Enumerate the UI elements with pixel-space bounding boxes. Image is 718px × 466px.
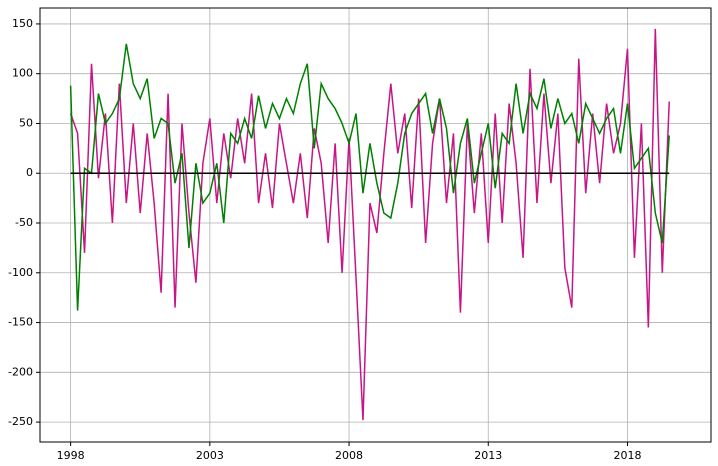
x-tick-label: 2018 xyxy=(613,449,641,462)
plot-frame xyxy=(39,7,712,443)
y-tick-label: -200 xyxy=(8,365,33,378)
x-tick-label: 2003 xyxy=(196,449,224,462)
y-tick-label: 100 xyxy=(12,67,33,80)
y-tick-label: -100 xyxy=(8,266,33,279)
series-line xyxy=(69,28,670,421)
y-tick-label: 50 xyxy=(19,116,33,129)
x-tick-label: 2008 xyxy=(335,449,363,462)
series-line xyxy=(69,43,670,311)
y-tick-label: -250 xyxy=(8,415,33,428)
y-tick-label: -50 xyxy=(15,216,33,229)
y-tick-label: 0 xyxy=(26,166,33,179)
x-tick-label: 1998 xyxy=(57,449,85,462)
y-tick-label: -150 xyxy=(8,316,33,329)
x-tick-label: 2013 xyxy=(474,449,502,462)
y-tick-label: 150 xyxy=(12,17,33,30)
